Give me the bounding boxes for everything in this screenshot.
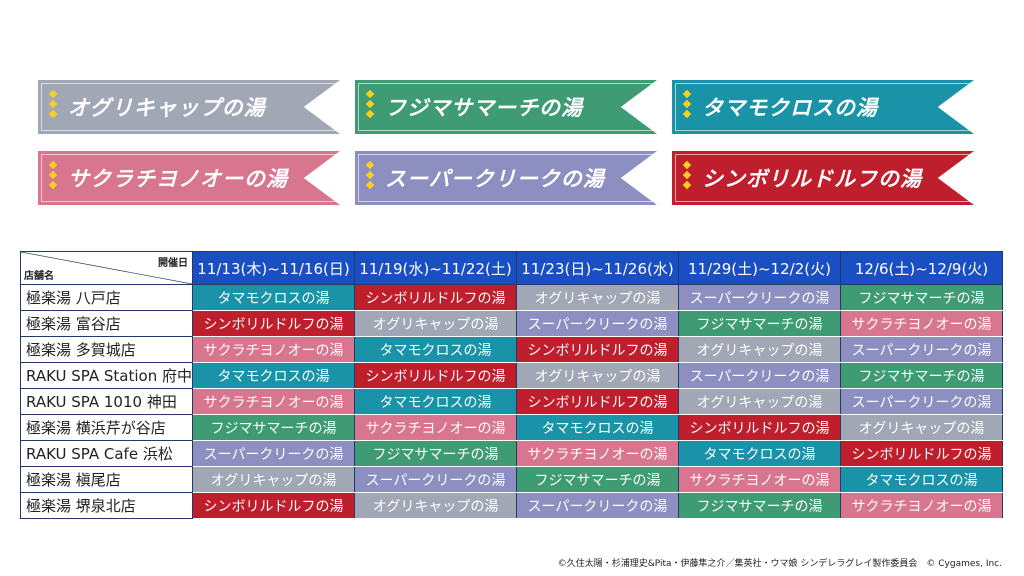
event-cell-symboli: シンボリルドルフの湯 xyxy=(354,284,517,311)
store-name: 極楽湯 多賀城店 xyxy=(20,336,193,363)
table-corner-header: 開催日 店舗名 xyxy=(20,251,193,285)
event-cell-sakura: サクラチヨノオーの湯 xyxy=(516,440,679,467)
date-column-header: 11/29(土)~12/2(火) xyxy=(678,251,841,285)
event-cell-tama: タマモクロスの湯 xyxy=(192,284,355,311)
event-cell-symboli: シンボリルドルフの湯 xyxy=(354,362,517,389)
event-cell-sakura: サクラチヨノオーの湯 xyxy=(192,336,355,363)
banner-label: フジマサマーチの湯 xyxy=(385,96,583,120)
store-name: 極楽湯 八戸店 xyxy=(20,284,193,311)
banner-symboli: シンボリルドルフの湯 xyxy=(672,151,974,205)
event-cell-creek: スーパークリークの湯 xyxy=(678,284,841,311)
event-cell-tama: タマモクロスの湯 xyxy=(354,388,517,415)
store-name: 極楽湯 槇尾店 xyxy=(20,466,193,493)
table-row: RAKU SPA Cafe 浜松 スーパークリークの湯 フジマサマーチの湯 サクラチヨ… xyxy=(20,440,1003,467)
banner-label: スーパークリークの湯 xyxy=(385,167,605,191)
event-cell-fuji: フジマサマーチの湯 xyxy=(516,466,679,493)
schedule-table: 開催日 店舗名 11/13(木)~11/16(日) 11/19(水)~11/22(… xyxy=(20,251,1003,519)
event-cell-symboli: シンボリルドルフの湯 xyxy=(516,336,679,363)
date-column-header: 11/19(水)~11/22(土) xyxy=(354,251,517,285)
store-header-label: 店舗名 xyxy=(24,271,54,282)
event-cell-fuji: フジマサマーチの湯 xyxy=(354,440,517,467)
event-cell-oguri: オグリキャップの湯 xyxy=(192,466,355,493)
event-cell-tama: タマモクロスの湯 xyxy=(840,466,1003,493)
event-cell-sakura: サクラチヨノオーの湯 xyxy=(840,492,1003,519)
event-cell-oguri: オグリキャップの湯 xyxy=(840,414,1003,441)
event-cell-oguri: オグリキャップの湯 xyxy=(678,336,841,363)
event-cell-creek: スーパークリークの湯 xyxy=(840,336,1003,363)
diamond-dots-icon xyxy=(48,160,58,190)
date-column-header: 11/13(木)~11/16(日) xyxy=(192,251,355,285)
event-cell-oguri: オグリキャップの湯 xyxy=(354,492,517,519)
store-name: RAKU SPA Station 府中 xyxy=(20,362,193,389)
event-cell-oguri: オグリキャップの湯 xyxy=(678,388,841,415)
banner-label: オグリキャップの湯 xyxy=(68,96,266,120)
event-cell-fuji: フジマサマーチの湯 xyxy=(840,362,1003,389)
banner-sakura: サクラチヨノオーの湯 xyxy=(38,151,340,205)
diamond-dots-icon xyxy=(365,89,375,119)
banner-creek: スーパークリークの湯 xyxy=(355,151,657,205)
banner-fuji: フジマサマーチの湯 xyxy=(355,80,657,134)
event-cell-creek: スーパークリークの湯 xyxy=(516,492,679,519)
event-cell-creek: スーパークリークの湯 xyxy=(678,362,841,389)
banner-oguri: オグリキャップの湯 xyxy=(38,80,340,134)
event-cell-symboli: シンボリルドルフの湯 xyxy=(192,492,355,519)
event-cell-creek: スーパークリークの湯 xyxy=(354,466,517,493)
banner-label: サクラチヨノオーの湯 xyxy=(68,167,288,191)
table-row: 極楽湯 多賀城店 サクラチヨノオーの湯 タマモクロスの湯 シンボリルドルフの湯 オグリキ… xyxy=(20,336,1003,363)
event-cell-symboli: シンボリルドルフの湯 xyxy=(840,440,1003,467)
table-row: RAKU SPA Station 府中 タマモクロスの湯 シンボリルドルフの湯 オグリ… xyxy=(20,362,1003,389)
diamond-dots-icon xyxy=(682,89,692,119)
banner-label: シンボリルドルフの湯 xyxy=(702,167,922,191)
table-row: 極楽湯 堺泉北店 シンボリルドルフの湯 オグリキャップの湯 スーパークリークの湯 フジマ… xyxy=(20,492,1003,519)
date-header-label: 開催日 xyxy=(158,258,188,269)
copyright: ©久住太陽・杉浦理史&Pita・伊藤隼之介／集英社・ウマ娘 シンデレラグレイ製作… xyxy=(557,559,1002,569)
event-cell-tama: タマモクロスの湯 xyxy=(192,362,355,389)
event-cell-symboli: シンボリルドルフの湯 xyxy=(192,310,355,337)
event-cell-creek: スーパークリークの湯 xyxy=(840,388,1003,415)
store-name: RAKU SPA Cafe 浜松 xyxy=(20,440,193,467)
banner-label: タマモクロスの湯 xyxy=(702,96,878,120)
event-cell-symboli: シンボリルドルフの湯 xyxy=(516,388,679,415)
store-name: 極楽湯 堺泉北店 xyxy=(20,492,193,519)
event-cell-oguri: オグリキャップの湯 xyxy=(516,362,679,389)
date-column-header: 12/6(土)~12/9(火) xyxy=(840,251,1003,285)
diamond-dots-icon xyxy=(48,89,58,119)
event-cell-fuji: フジマサマーチの湯 xyxy=(840,284,1003,311)
date-column-header: 11/23(日)~11/26(水) xyxy=(516,251,679,285)
store-name: 極楽湯 富谷店 xyxy=(20,310,193,337)
event-cell-sakura: サクラチヨノオーの湯 xyxy=(354,414,517,441)
event-cell-tama: タマモクロスの湯 xyxy=(516,414,679,441)
event-cell-symboli: シンボリルドルフの湯 xyxy=(678,414,841,441)
event-cell-oguri: オグリキャップの湯 xyxy=(354,310,517,337)
event-cell-sakura: サクラチヨノオーの湯 xyxy=(192,388,355,415)
event-cell-fuji: フジマサマーチの湯 xyxy=(678,492,841,519)
event-cell-creek: スーパークリークの湯 xyxy=(516,310,679,337)
event-cell-sakura: サクラチヨノオーの湯 xyxy=(678,466,841,493)
store-name: RAKU SPA 1010 神田 xyxy=(20,388,193,415)
event-cell-creek: スーパークリークの湯 xyxy=(192,440,355,467)
table-row: RAKU SPA 1010 神田 サクラチヨノオーの湯 タマモクロスの湯 シンボリルド… xyxy=(20,388,1003,415)
store-name: 極楽湯 横浜芹が谷店 xyxy=(20,414,193,441)
event-cell-tama: タマモクロスの湯 xyxy=(678,440,841,467)
event-cell-tama: タマモクロスの湯 xyxy=(354,336,517,363)
event-cell-fuji: フジマサマーチの湯 xyxy=(678,310,841,337)
event-cell-sakura: サクラチヨノオーの湯 xyxy=(840,310,1003,337)
diamond-dots-icon xyxy=(682,160,692,190)
event-cell-fuji: フジマサマーチの湯 xyxy=(192,414,355,441)
event-cell-oguri: オグリキャップの湯 xyxy=(516,284,679,311)
table-row: 極楽湯 槇尾店 オグリキャップの湯 スーパークリークの湯 フジマサマーチの湯 サクラチヨ… xyxy=(20,466,1003,493)
table-row: 極楽湯 八戸店 タマモクロスの湯 シンボリルドルフの湯 オグリキャップの湯 スーパークリ… xyxy=(20,284,1003,311)
table-row: 極楽湯 横浜芹が谷店 フジマサマーチの湯 サクラチヨノオーの湯 タマモクロスの湯 シンボ… xyxy=(20,414,1003,441)
banner-tama: タマモクロスの湯 xyxy=(672,80,974,134)
table-row: 極楽湯 富谷店 シンボリルドルフの湯 オグリキャップの湯 スーパークリークの湯 フジマサ… xyxy=(20,310,1003,337)
diamond-dots-icon xyxy=(365,160,375,190)
